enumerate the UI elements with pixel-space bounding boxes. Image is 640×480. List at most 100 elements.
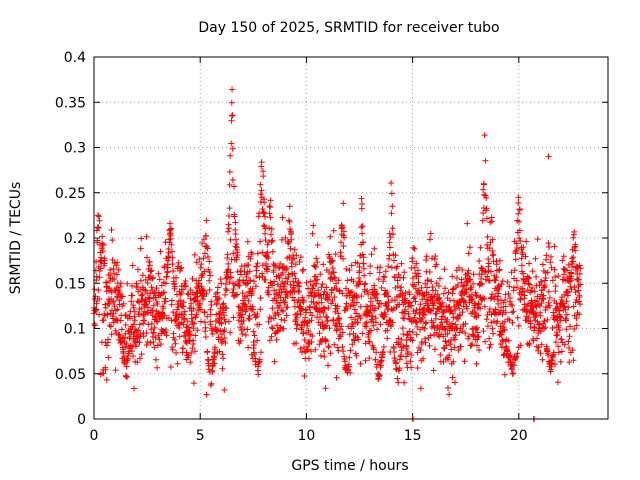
- data-point: [133, 338, 140, 345]
- data-point: [545, 240, 552, 247]
- data-point: [336, 315, 343, 322]
- data-point: [450, 358, 457, 365]
- data-point: [472, 291, 479, 298]
- data-point: [257, 181, 264, 188]
- data-point: [255, 359, 262, 366]
- data-point: [400, 274, 407, 281]
- data-point: [374, 326, 381, 333]
- data-point: [417, 346, 424, 353]
- data-point: [527, 320, 534, 327]
- data-point: [203, 290, 210, 297]
- data-point: [576, 293, 583, 300]
- data-point: [430, 367, 437, 374]
- data-point: [113, 262, 120, 269]
- data-point: [151, 290, 158, 297]
- data-point: [323, 314, 330, 321]
- data-point: [436, 275, 443, 282]
- data-point: [282, 234, 289, 241]
- data-point: [440, 290, 447, 297]
- data-point: [203, 217, 210, 224]
- data-point: [415, 279, 422, 286]
- data-point: [201, 309, 208, 316]
- data-point: [402, 297, 409, 304]
- data-point: [521, 295, 528, 302]
- data-point: [344, 305, 351, 312]
- data-point: [333, 374, 340, 381]
- data-points: [90, 86, 584, 422]
- data-point: [271, 287, 278, 294]
- data-point: [196, 256, 203, 263]
- data-point: [441, 307, 448, 314]
- data-point: [116, 283, 123, 290]
- y-tick-label: 0.4: [64, 50, 86, 66]
- data-point: [444, 330, 451, 337]
- y-tick-label: 0.3: [64, 141, 86, 157]
- data-point: [173, 274, 180, 281]
- data-point: [394, 375, 401, 382]
- data-point: [245, 261, 252, 268]
- data-point: [230, 286, 237, 293]
- y-tick-label: 0.25: [55, 186, 86, 202]
- data-point: [96, 311, 103, 318]
- data-point: [447, 297, 454, 304]
- data-point: [190, 325, 197, 332]
- data-point: [568, 273, 575, 280]
- data-point: [556, 327, 563, 334]
- data-point: [205, 366, 212, 373]
- data-point: [231, 213, 238, 220]
- data-point: [561, 266, 568, 273]
- data-point: [422, 335, 429, 342]
- data-point: [387, 244, 394, 251]
- data-point: [149, 307, 156, 314]
- data-point: [422, 320, 429, 327]
- data-point: [348, 314, 355, 321]
- data-point: [445, 289, 452, 296]
- data-point: [149, 286, 156, 293]
- data-point: [300, 266, 307, 273]
- data-point: [505, 291, 512, 298]
- data-point: [254, 260, 261, 267]
- data-point: [189, 345, 196, 352]
- data-point: [279, 214, 286, 221]
- data-point: [257, 191, 264, 198]
- data-point: [509, 302, 516, 309]
- data-point: [391, 274, 398, 281]
- data-point: [226, 181, 233, 188]
- data-point: [577, 265, 584, 272]
- data-point: [177, 297, 184, 304]
- data-point: [550, 309, 557, 316]
- data-point: [571, 228, 578, 235]
- data-point: [474, 329, 481, 336]
- data-point: [95, 212, 102, 219]
- data-point: [475, 333, 482, 340]
- data-point: [479, 294, 486, 301]
- data-point: [478, 275, 485, 282]
- data-point: [411, 264, 418, 271]
- data-point: [370, 346, 377, 353]
- data-point: [531, 288, 538, 295]
- data-point: [230, 314, 237, 321]
- data-point: [469, 341, 476, 348]
- data-point: [139, 272, 146, 279]
- data-point: [402, 306, 409, 313]
- data-point: [191, 251, 198, 258]
- data-point: [339, 329, 346, 336]
- data-point: [573, 315, 580, 322]
- data-point: [340, 255, 347, 262]
- data-point: [420, 355, 427, 362]
- data-point: [485, 260, 492, 267]
- data-point: [399, 309, 406, 316]
- data-point: [383, 302, 390, 309]
- data-point: [274, 322, 281, 329]
- data-point: [201, 236, 208, 243]
- data-point: [148, 284, 155, 291]
- data-point: [208, 302, 215, 309]
- data-point: [549, 352, 556, 359]
- data-point: [502, 296, 509, 303]
- data-point: [216, 348, 223, 355]
- data-point: [145, 304, 152, 311]
- data-point: [329, 257, 336, 264]
- data-point: [377, 264, 384, 271]
- data-point: [404, 348, 411, 355]
- data-point: [193, 311, 200, 318]
